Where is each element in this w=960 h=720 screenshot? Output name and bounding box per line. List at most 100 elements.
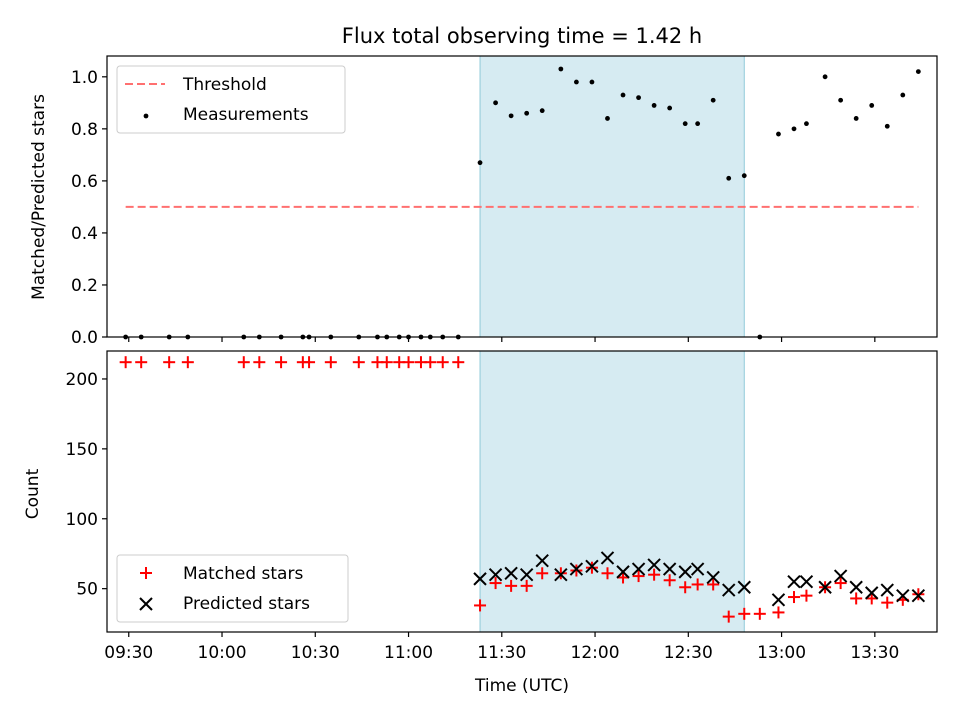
legend-predicted-label: Predicted stars [183,594,310,614]
matched-star-point [237,356,250,369]
predicted-star-point [647,558,661,572]
matched-star-point [601,567,614,580]
predicted-star-point [600,551,615,565]
y-tick-label: 100 [66,510,98,530]
predicted-star-point [771,593,786,607]
y-tick-label: 200 [66,370,98,390]
measurement-point [853,116,859,121]
predicted-star-point [896,588,910,603]
legend-matched-label: Matched stars [183,564,303,584]
matched-star-point [679,581,692,594]
predicted-star-point [504,566,518,580]
matched-star-point [834,577,847,590]
matched-star-point [505,579,518,592]
matched-star-point [163,356,176,369]
predicted-star-point [535,553,549,568]
x-axis-label: Time (UTC) [474,676,569,696]
ratio-panel: Flux total observing time = 1.42 h 0.0 0.… [29,24,938,348]
measurement-point [884,123,890,129]
ratio-y-axis-label: Matched/Predicted stars [29,94,49,300]
y-tick-label: 0.4 [71,224,98,244]
matched-star-point [617,571,630,584]
matched-star-point [663,574,676,587]
matched-star-point [119,356,132,369]
measurement-point [915,69,921,75]
x-tick-label: 12:30 [664,643,713,663]
predicted-star-point [569,562,584,576]
matched-star-point [474,599,487,612]
y-tick-label: 0.2 [71,276,98,296]
matched-star-point [753,607,766,620]
predicted-star-point [799,574,814,589]
measurement-point [869,103,875,108]
measurement-point [682,121,688,127]
predicted-star-point [554,567,568,582]
matched-star-point [436,356,449,369]
matched-star-point [452,356,465,369]
measurement-point [776,131,781,137]
measurement-point [695,121,701,127]
measurement-point [741,173,747,179]
observing-window-shade-top [479,55,745,338]
measurement-point [710,97,716,103]
count-marks [119,356,926,623]
measurement-point [477,160,483,166]
matched-star-point [253,356,266,369]
predicted-star-point [787,574,801,589]
measurement-point [822,74,828,80]
measurement-point [605,116,610,121]
ratio-x-ticks [128,337,876,342]
matched-star-point [352,356,365,369]
measurement-point [524,110,530,116]
count-y-ticks: 50 100 150 200 [66,370,107,600]
ratio-y-ticks: 0.0 0.2 0.4 0.6 0.8 1.0 [71,68,107,348]
predicted-star-point [678,565,692,579]
predicted-star-point [833,569,848,583]
x-tick-label: 10:00 [198,643,247,663]
measurement-point [574,79,579,85]
chart-title: Flux total observing time = 1.42 h [342,24,702,48]
measurement-point [726,175,732,181]
x-tick-label: 13:00 [757,643,806,663]
matched-star-point [850,592,863,605]
legend-measurements-label: Measurements [183,105,309,125]
measurement-point [667,105,673,111]
matched-star-point [691,578,704,591]
predicted-star-point [865,586,879,600]
matched-star-point [181,356,194,369]
matched-star-point [324,356,337,369]
x-tick-label: 10:30 [291,643,340,663]
matched-star-point [788,591,801,604]
y-tick-label: 0.6 [71,172,98,192]
measurement-point [508,113,514,119]
x-tick-label: 13:30 [850,643,899,663]
ratio-marks [123,66,921,340]
predicted-star-point [737,580,751,594]
predicted-star-point [911,588,926,603]
observing-window-shade-bottom [479,350,745,633]
ratio-legend: Threshold Measurements [116,65,346,134]
y-tick-label: 0.0 [71,328,98,348]
predicted-star-point [488,567,503,582]
matched-star-point [424,356,437,369]
legend-threshold-label: Threshold [182,75,267,95]
y-tick-label: 150 [66,440,98,460]
measurement-point [539,108,545,114]
count-legend-box [116,554,349,623]
measurement-point [804,121,809,127]
matched-star-point [648,568,661,581]
y-tick-label: 1.0 [71,68,98,88]
predicted-star-point [849,580,863,594]
matched-star-point [738,607,751,620]
matched-star-point [380,356,393,369]
measurement-point [493,100,498,106]
count-panel: 50 100 150 200 09:30 10:00 10:30 11:00 11:30 12:… [23,350,938,696]
measurement-point [558,66,564,72]
matched-star-point [489,577,502,590]
matched-star-point [707,578,720,591]
measurement-point [620,92,626,98]
predicted-star-point [585,559,599,574]
matched-star-point [800,589,813,602]
matched-star-point [520,579,533,592]
